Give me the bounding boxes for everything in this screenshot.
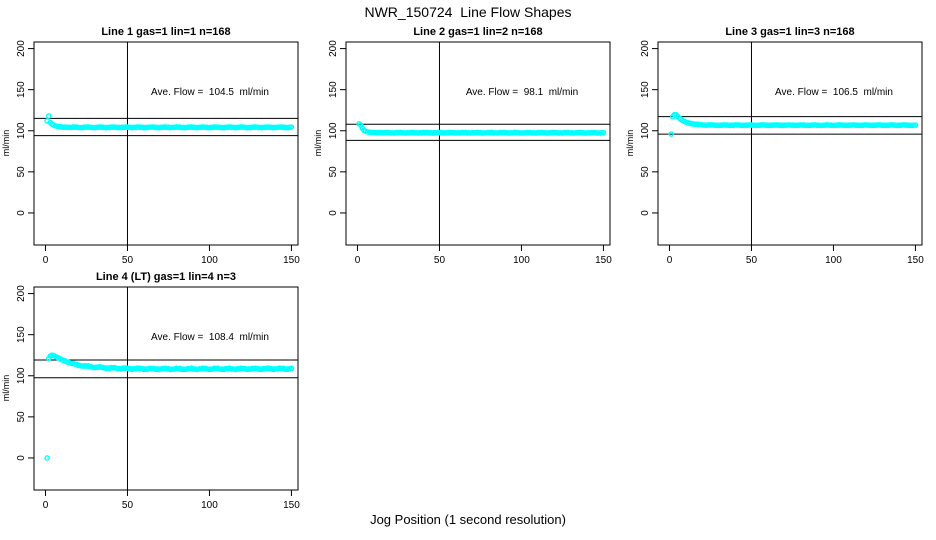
svg-text:150: 150: [16, 81, 27, 98]
reference-lines: [34, 287, 298, 490]
y-axis-label: ml/min: [625, 129, 635, 157]
svg-text:50: 50: [16, 411, 27, 423]
svg-text:50: 50: [122, 255, 134, 266]
svg-text:150: 150: [328, 81, 339, 98]
y-axis-label: ml/min: [1, 129, 11, 157]
svg-text:200: 200: [640, 40, 651, 57]
reference-lines: [346, 42, 610, 245]
plot-area-line-4: 0 50 100 150 0 50 100 150 200: [16, 285, 300, 511]
ave-flow-annotation: Ave. Flow = 106.5 ml/min: [775, 87, 893, 98]
data-series: [668, 111, 919, 137]
data-series: [356, 120, 607, 136]
svg-text:0: 0: [16, 210, 27, 216]
panel-title: Line 2 gas=1 lin=2 n=168: [413, 26, 543, 38]
svg-text:50: 50: [746, 255, 758, 266]
svg-text:100: 100: [16, 122, 27, 139]
tick-labels: 0 50 100 150 0 50 100 150 200: [640, 40, 924, 266]
panel-title: Line 1 gas=1 lin=1 n=168: [101, 26, 231, 38]
svg-text:100: 100: [16, 367, 27, 384]
svg-text:100: 100: [825, 255, 842, 266]
plot-area-line-3: 0 50 100 150 0 50 100 150 200: [640, 40, 924, 266]
data-series: [44, 352, 295, 461]
svg-text:100: 100: [201, 255, 218, 266]
svg-text:100: 100: [513, 255, 530, 266]
panel-title: Line 4 (LT) gas=1 lin=4 n=3: [95, 271, 237, 283]
panel-title: Line 3 gas=1 lin=3 n=168: [725, 26, 855, 38]
panel-line-1: 0 50 100 150 0 50 100 150 200 Line 1 gas=1 lin=1…: [0, 22, 312, 267]
svg-text:100: 100: [328, 122, 339, 139]
svg-text:150: 150: [907, 255, 924, 266]
svg-text:0: 0: [640, 210, 651, 216]
axes: [340, 41, 611, 251]
svg-text:0: 0: [43, 255, 49, 266]
axes: [652, 41, 923, 251]
tick-labels: 0 50 100 150 0 50 100 150 200: [16, 40, 300, 266]
svg-text:50: 50: [16, 166, 27, 178]
reference-lines: [34, 42, 298, 245]
svg-text:0: 0: [355, 255, 361, 266]
svg-text:200: 200: [328, 40, 339, 57]
svg-text:50: 50: [640, 166, 651, 178]
svg-text:0: 0: [667, 255, 673, 266]
svg-text:50: 50: [328, 166, 339, 178]
svg-text:150: 150: [16, 326, 27, 343]
chart-title: NWR_150724 Line Flow Shapes: [364, 4, 572, 20]
y-axis-label: ml/min: [1, 374, 11, 402]
svg-text:0: 0: [43, 500, 49, 511]
plot-area-line-1: 0 50 100 150 0 50 100 150 200: [16, 40, 300, 266]
svg-text:150: 150: [595, 255, 612, 266]
svg-text:150: 150: [640, 81, 651, 98]
svg-text:200: 200: [16, 285, 27, 302]
panel-line-2: 0 50 100 150 0 50 100 150 200 Line 2 gas=1 lin=2…: [312, 22, 624, 267]
plot-area-line-2: 0 50 100 150 0 50 100 150 200: [328, 40, 612, 266]
data-series: [44, 113, 295, 131]
tick-labels: 0 50 100 150 0 50 100 150 200: [16, 285, 300, 511]
tick-labels: 0 50 100 150 0 50 100 150 200: [328, 40, 612, 266]
svg-text:150: 150: [283, 500, 300, 511]
y-axis-label: ml/min: [313, 129, 323, 157]
svg-text:100: 100: [201, 500, 218, 511]
svg-text:150: 150: [283, 255, 300, 266]
ave-flow-annotation: Ave. Flow = 108.4 ml/min: [151, 332, 269, 343]
svg-text:50: 50: [122, 500, 134, 511]
axes: [28, 286, 299, 496]
x-axis-label: Jog Position (1 second resolution): [370, 512, 566, 527]
reference-lines: [658, 42, 922, 245]
ave-flow-annotation: Ave. Flow = 98.1 ml/min: [465, 87, 579, 98]
svg-text:0: 0: [16, 455, 27, 461]
svg-text:200: 200: [16, 40, 27, 57]
svg-text:100: 100: [640, 122, 651, 139]
panel-line-3: 0 50 100 150 0 50 100 150 200 Line 3 gas=1 lin=3…: [624, 22, 936, 267]
svg-text:50: 50: [434, 255, 446, 266]
panel-line-4: 0 50 100 150 0 50 100 150 200 Line 4 (LT) gas=1 …: [0, 267, 312, 512]
svg-text:0: 0: [328, 210, 339, 216]
ave-flow-annotation: Ave. Flow = 104.5 ml/min: [151, 87, 269, 98]
axes: [28, 41, 299, 251]
